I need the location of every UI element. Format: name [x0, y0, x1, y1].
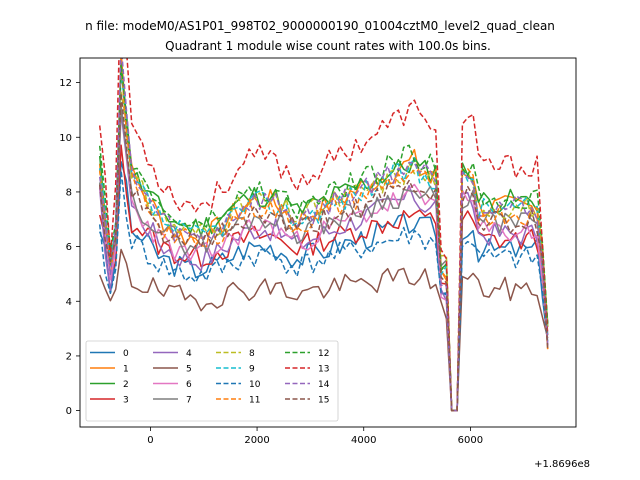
- y-tick-label: 2: [66, 351, 72, 362]
- y-tick-label: 12: [59, 78, 72, 89]
- y-axis: 0 2 4 6 8 10 12: [59, 78, 80, 417]
- legend-label-10: 10: [249, 380, 261, 390]
- x-tick-label: 6000: [458, 435, 483, 446]
- legend-label-4: 4: [186, 349, 192, 359]
- legend-label-12: 12: [318, 349, 329, 359]
- chart-title: Quadrant 1 module wise count rates with …: [165, 39, 491, 53]
- series-line-5: [99, 248, 549, 412]
- legend-label-13: 13: [318, 365, 329, 375]
- series-line-11: [98, 60, 549, 412]
- series-line-10: [98, 169, 549, 412]
- legend-label-14: 14: [318, 380, 330, 390]
- x-axis-offset-label: +1.8696e8: [534, 459, 590, 470]
- series-line-14: [98, 58, 549, 412]
- x-axis: 0 2000 4000 6000: [147, 427, 483, 446]
- legend-label-6: 6: [186, 380, 192, 390]
- y-tick-label: 6: [66, 242, 72, 253]
- legend-box: [85, 340, 339, 422]
- legend-label-0: 0: [123, 349, 129, 359]
- y-tick-label: 8: [66, 187, 72, 198]
- series-line-3: [98, 144, 549, 412]
- axes-frame: [79, 57, 577, 428]
- x-tick-label: 0: [147, 435, 153, 446]
- series-line-15: [98, 92, 549, 412]
- plot-area: [98, 58, 549, 412]
- y-tick-label: 4: [66, 297, 72, 308]
- legend-label-8: 8: [249, 349, 255, 359]
- x-tick-label: 2000: [244, 435, 269, 446]
- series-line-7: [98, 105, 549, 412]
- series-line-0: [98, 161, 549, 412]
- legend-label-11: 11: [249, 396, 260, 406]
- figure-suptitle: n file: modeM0/AS1P01_998T02_9000000190_…: [85, 19, 555, 33]
- legend-label-15: 15: [318, 396, 329, 406]
- series-line-6: [98, 103, 549, 412]
- legend-label-5: 5: [186, 365, 192, 375]
- x-tick-label: 4000: [351, 435, 376, 446]
- series-line-8: [98, 91, 549, 412]
- legend-label-2: 2: [123, 380, 129, 390]
- legend-label-3: 3: [123, 396, 129, 406]
- legend-label-7: 7: [186, 396, 192, 406]
- series-line-13: [98, 58, 549, 412]
- series-line-12: [98, 63, 549, 412]
- y-tick-label: 0: [66, 406, 72, 417]
- legend-label-9: 9: [249, 365, 255, 375]
- y-tick-label: 10: [59, 133, 72, 144]
- legend-label-1: 1: [123, 365, 129, 375]
